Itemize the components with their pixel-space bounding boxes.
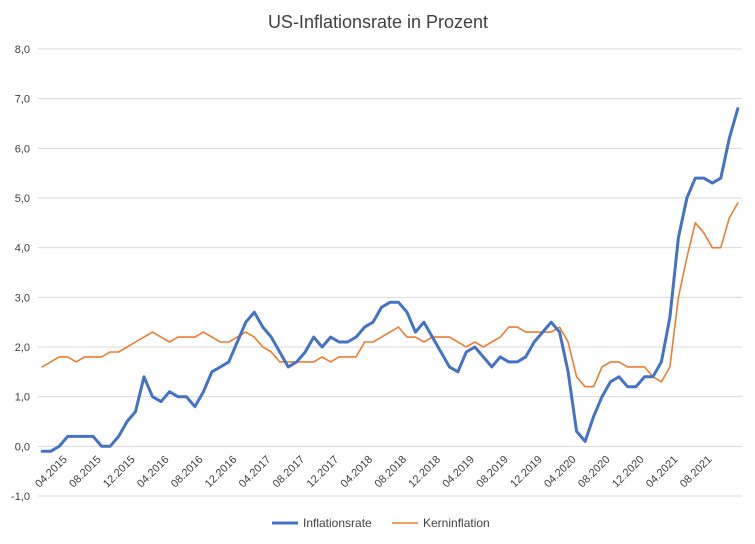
series-lines [40, 107, 740, 453]
y-tick-label: 6,0 [15, 143, 30, 155]
legend: Inflationsrate Kerninflation [272, 516, 490, 530]
series-line-inflationsrate [40, 107, 740, 453]
chart-title: US-Inflationsrate in Prozent [268, 12, 488, 32]
legend-label-inflationsrate: Inflationsrate [303, 516, 372, 530]
y-tick-label: 1,0 [15, 392, 30, 404]
legend-label-kerninflation: Kerninflation [423, 516, 490, 530]
y-tick-label: 2,0 [15, 342, 30, 354]
y-tick-label: 3,0 [15, 292, 30, 304]
y-tick-label: 7,0 [15, 94, 30, 106]
y-tick-label: 0,0 [15, 441, 30, 453]
y-tick-label: 4,0 [15, 243, 30, 255]
y-tick-label: 8,0 [15, 44, 30, 56]
y-tick-label: -1,0 [11, 491, 30, 503]
y-axis-tick-labels: -1,0 0,0 1,0 2,0 3,0 4,0 5,0 6,0 7,0 8,0 [11, 44, 30, 503]
y-tick-label: 5,0 [15, 193, 30, 205]
series-line-kerninflation [41, 202, 739, 388]
